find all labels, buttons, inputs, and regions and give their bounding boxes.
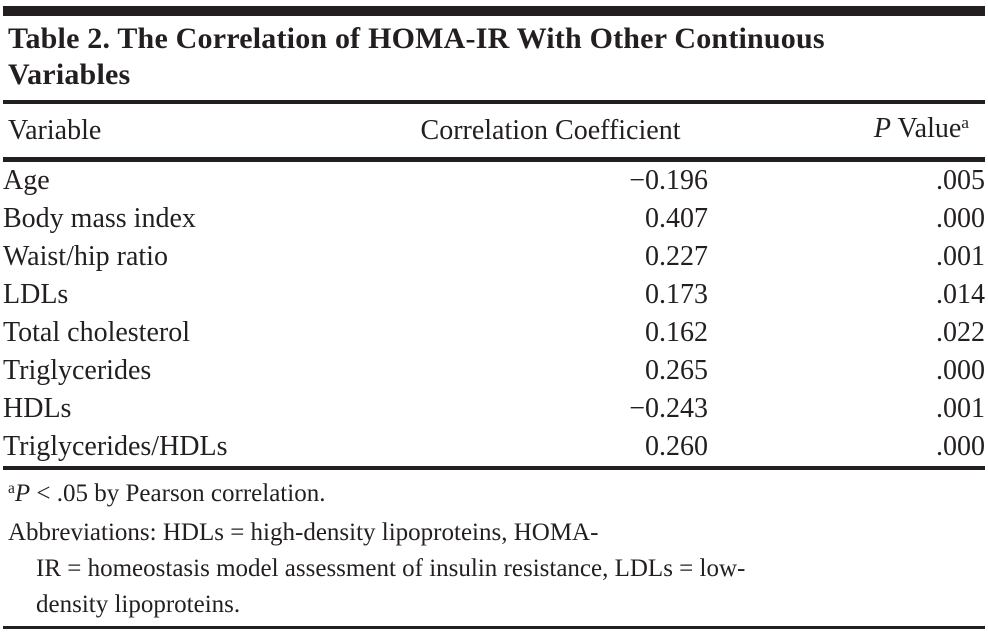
row-variable: HDLs: [3, 393, 72, 424]
footnote-abbreviations: Abbreviations: HDLs = high-density lipop…: [8, 515, 982, 623]
top-bar: [3, 6, 985, 16]
row-coefficient: 0.260: [393, 428, 708, 470]
row-coefficient: −0.243: [629, 393, 708, 424]
row-variable: Waist/hip ratio: [3, 241, 168, 272]
title-rule: [3, 100, 985, 104]
column-header-pvalue: P Valuea: [708, 104, 985, 162]
abbreviation-line-1: Abbreviations: HDLs = high-density lipop…: [8, 519, 599, 546]
pvalue-header-text: Value: [891, 113, 962, 144]
footnote-italic-p: P: [14, 480, 31, 507]
table-row: HDLs −0.243 .001: [3, 390, 985, 428]
row-coefficient: 0.227: [645, 241, 708, 272]
row-pvalue: .001: [936, 393, 985, 424]
row-coefficient: −0.196: [629, 165, 708, 196]
correlation-table: Variable Correlation Coefficient P Value…: [3, 104, 985, 470]
row-variable: Body mass index: [3, 203, 196, 234]
row-coefficient: 0.407: [645, 203, 708, 234]
abbreviation-line-3: density lipoproteins.: [36, 591, 241, 618]
row-coefficient: 0.265: [645, 355, 708, 386]
table-row: Triglycerides 0.265 .000: [3, 352, 985, 390]
pvalue-header-italic-p: P: [873, 113, 892, 144]
row-pvalue: .014: [936, 279, 985, 310]
header-row: Variable Correlation Coefficient P Value…: [3, 104, 985, 162]
table-row: Age −0.196 .005: [3, 160, 985, 201]
table-title-line1: Table 2. The Correlation of HOMA-IR With…: [8, 22, 825, 55]
table-row: Total cholesterol 0.162 .022: [3, 314, 985, 352]
row-coefficient: 0.173: [645, 279, 708, 310]
row-pvalue: .000: [708, 428, 985, 470]
row-variable: LDLs: [3, 279, 69, 310]
abbreviation-line-2: IR = homeostasis model assessment of ins…: [36, 555, 746, 582]
table-row: LDLs 0.173 .014: [3, 276, 985, 314]
row-pvalue: .005: [936, 165, 985, 196]
row-coefficient: 0.162: [645, 317, 708, 348]
row-pvalue: .000: [936, 355, 985, 386]
row-variable: Triglycerides: [3, 355, 152, 386]
table-footnotes: aP < .05 by Pearson correlation. Abbrevi…: [8, 476, 982, 623]
table-title-line2: Variables: [8, 58, 131, 91]
row-variable: Total cholesterol: [3, 317, 190, 348]
table-row: Waist/hip ratio 0.227 .001: [3, 238, 985, 276]
row-pvalue: .001: [936, 241, 985, 272]
table-row: Triglycerides/HDLs 0.260 .000: [3, 428, 985, 470]
row-variable: Triglycerides/HDLs: [3, 428, 393, 470]
pvalue-header-superscript-a: a: [961, 113, 969, 133]
footnote-pearson: aP < .05 by Pearson correlation.: [8, 476, 982, 515]
column-header-coefficient: Correlation Coefficient: [393, 104, 708, 162]
bottom-rule: [3, 626, 985, 629]
footnote-superscript-a: a: [8, 480, 15, 498]
table-title: Table 2. The Correlation of HOMA-IR With…: [8, 21, 982, 93]
row-variable: Age: [3, 165, 50, 196]
table-row: Body mass index 0.407 .000: [3, 200, 985, 238]
row-pvalue: .022: [936, 317, 985, 348]
row-pvalue: .000: [936, 203, 985, 234]
footnote-pearson-text: < .05 by Pearson correlation.: [30, 480, 326, 507]
column-header-variable: Variable: [3, 104, 393, 162]
